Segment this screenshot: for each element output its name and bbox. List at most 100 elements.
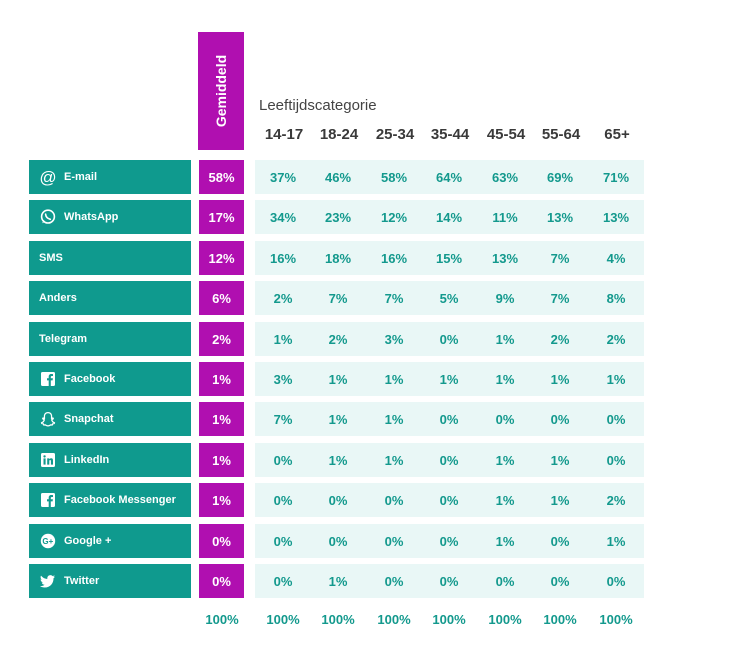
- channel-label: Facebook: [29, 362, 191, 396]
- value-cell: 0%: [255, 443, 311, 477]
- value-cell: 4%: [588, 241, 644, 275]
- value-cell: 12%: [366, 200, 422, 234]
- value-cell: 16%: [366, 241, 422, 275]
- value-cell: 1%: [310, 564, 366, 598]
- channel-name: LinkedIn: [64, 454, 110, 466]
- value-cell: 8%: [588, 281, 644, 315]
- value-cell: 0%: [421, 443, 477, 477]
- value-cell: 0%: [588, 402, 644, 436]
- average-value: 0%: [199, 564, 244, 598]
- channel-label: G+ Google +: [29, 524, 191, 558]
- value-cell: 2%: [588, 322, 644, 356]
- value-cell: 5%: [421, 281, 477, 315]
- value-cell: 0%: [588, 443, 644, 477]
- value-cell: 1%: [588, 362, 644, 396]
- value-cell: 7%: [532, 281, 588, 315]
- average-value: 1%: [199, 443, 244, 477]
- average-value: 1%: [199, 402, 244, 436]
- channel-label: LinkedIn: [29, 443, 191, 477]
- channel-name: Facebook: [64, 373, 116, 385]
- channel-label: WhatsApp: [29, 200, 191, 234]
- channel-label: Snapchat: [29, 402, 191, 436]
- value-cell: 1%: [310, 362, 366, 396]
- value-cell: 13%: [532, 200, 588, 234]
- value-cell: 1%: [532, 362, 588, 396]
- value-cell: 0%: [366, 524, 422, 558]
- channel-name: Snapchat: [64, 413, 114, 425]
- age-column-header: 45-54: [486, 126, 526, 143]
- value-cell: 1%: [532, 443, 588, 477]
- value-cell: 1%: [477, 483, 533, 517]
- value-cell: 0%: [255, 564, 311, 598]
- value-cell: 1%: [477, 362, 533, 396]
- column-total: 100%: [488, 612, 522, 627]
- value-cell: 34%: [255, 200, 311, 234]
- at-sign-icon: @: [39, 167, 57, 187]
- channel-label: @ E-mail: [29, 160, 191, 194]
- value-cell: 3%: [255, 362, 311, 396]
- channel-label: Twitter: [29, 564, 191, 598]
- channel-name: Anders: [39, 292, 77, 304]
- average-header-label: Gemiddeld: [213, 54, 229, 128]
- twitter-icon: [39, 572, 57, 590]
- value-cell: 2%: [255, 281, 311, 315]
- value-cell: 71%: [588, 160, 644, 194]
- value-cell: 0%: [421, 322, 477, 356]
- channel-name: SMS: [39, 252, 63, 264]
- channel-name: Telegram: [39, 333, 88, 345]
- value-cell: 0%: [421, 483, 477, 517]
- value-cell: 0%: [366, 564, 422, 598]
- channel-label: Telegram: [29, 322, 191, 356]
- value-cell: 46%: [310, 160, 366, 194]
- value-cell: 37%: [255, 160, 311, 194]
- channel-name: E-mail: [64, 171, 98, 183]
- channel-label: SMS: [29, 241, 191, 275]
- value-cell: 0%: [421, 524, 477, 558]
- value-cell: 1%: [366, 362, 422, 396]
- value-cell: 1%: [310, 402, 366, 436]
- age-column-header: 25-34: [375, 126, 415, 143]
- value-cell: 58%: [366, 160, 422, 194]
- channel-name: Facebook Messenger: [64, 494, 176, 506]
- value-cell: 2%: [532, 322, 588, 356]
- channel-label: Facebook Messenger: [29, 483, 191, 517]
- linkedin-icon: [39, 451, 57, 469]
- value-cell: 1%: [477, 443, 533, 477]
- value-cell: 13%: [588, 200, 644, 234]
- age-column-header: 65+: [604, 126, 630, 143]
- value-cell: 7%: [310, 281, 366, 315]
- value-cell: 15%: [421, 241, 477, 275]
- average-value: 6%: [199, 281, 244, 315]
- value-cell: 0%: [421, 564, 477, 598]
- value-cell: 7%: [532, 241, 588, 275]
- channel-name: Google +: [64, 535, 112, 547]
- whatsapp-icon: [39, 208, 57, 226]
- average-value: 12%: [199, 241, 244, 275]
- age-column-header: 55-64: [541, 126, 581, 143]
- value-cell: 1%: [310, 443, 366, 477]
- value-cell: 1%: [477, 524, 533, 558]
- value-cell: 0%: [366, 483, 422, 517]
- average-column-header: Gemiddeld: [198, 32, 244, 150]
- value-cell: 0%: [532, 402, 588, 436]
- value-cell: 16%: [255, 241, 311, 275]
- average-value: 17%: [199, 200, 244, 234]
- age-column-header: 14-17: [264, 126, 304, 143]
- value-cell: 0%: [532, 564, 588, 598]
- average-value: 1%: [199, 362, 244, 396]
- value-cell: 0%: [588, 564, 644, 598]
- column-total: 100%: [321, 612, 355, 627]
- value-cell: 0%: [310, 483, 366, 517]
- value-cell: 7%: [255, 402, 311, 436]
- google-plus-icon: G+: [39, 532, 57, 550]
- value-cell: 0%: [310, 524, 366, 558]
- column-total: 100%: [599, 612, 633, 627]
- value-cell: 1%: [366, 402, 422, 436]
- value-cell: 64%: [421, 160, 477, 194]
- facebook-icon: [39, 370, 57, 388]
- value-cell: 1%: [477, 322, 533, 356]
- value-cell: 9%: [477, 281, 533, 315]
- value-cell: 0%: [255, 483, 311, 517]
- channel-name: Twitter: [64, 575, 100, 587]
- channel-label: Anders: [29, 281, 191, 315]
